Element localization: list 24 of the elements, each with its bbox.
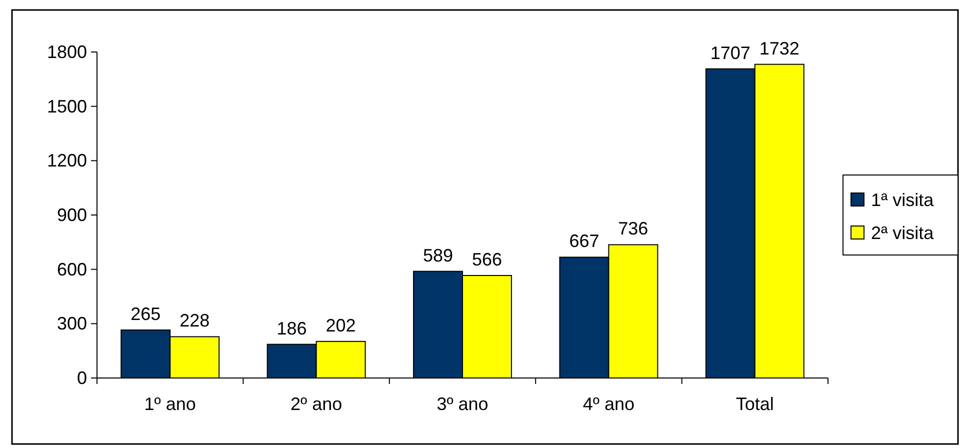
legend-label: 2ª visita <box>871 223 935 243</box>
data-label: 667 <box>569 231 600 252</box>
data-label: 228 <box>180 310 210 331</box>
data-label: 736 <box>618 218 648 239</box>
y-tick-label: 900 <box>56 205 87 225</box>
x-tick-label: 4º ano <box>582 394 635 414</box>
y-tick-label: 1800 <box>46 42 87 62</box>
y-tick-label: 600 <box>56 259 87 280</box>
y-tick-label: 300 <box>56 314 87 334</box>
data-label: 202 <box>326 315 356 336</box>
y-tick-label: 1500 <box>46 96 87 116</box>
y-tick-label: 0 <box>76 368 87 388</box>
x-tick-label: Total <box>736 394 774 414</box>
data-label: 566 <box>472 249 502 270</box>
x-tick-label: 3º ano <box>436 394 488 414</box>
data-label: 265 <box>130 304 161 324</box>
y-tick-label: 1200 <box>46 150 87 171</box>
data-label: 186 <box>276 318 307 338</box>
legend-label: 1ª visita <box>871 190 935 210</box>
data-label: 1732 <box>759 38 800 58</box>
data-label: 1707 <box>710 42 750 63</box>
x-tick-label: 1º ano <box>144 394 196 414</box>
data-label: 589 <box>422 245 454 266</box>
x-tick-label: 2º ano <box>290 394 342 414</box>
